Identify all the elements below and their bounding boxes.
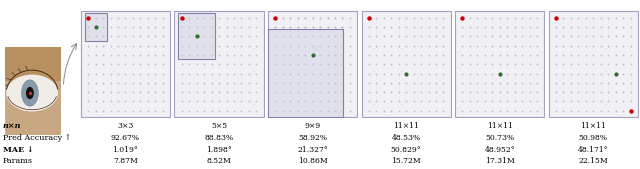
Text: 48.53%: 48.53%: [392, 134, 420, 142]
Ellipse shape: [22, 80, 38, 106]
FancyBboxPatch shape: [5, 47, 61, 81]
Text: 3×3: 3×3: [117, 122, 134, 130]
Text: 15.72M: 15.72M: [391, 157, 421, 165]
Text: 21.327°: 21.327°: [297, 146, 328, 154]
Text: 48.952°: 48.952°: [484, 146, 515, 154]
Bar: [268, 29, 342, 117]
Text: 58.92%: 58.92%: [298, 134, 327, 142]
Text: 11×11: 11×11: [393, 122, 419, 130]
Text: 50.829°: 50.829°: [391, 146, 422, 154]
Text: 88.83%: 88.83%: [204, 134, 234, 142]
Text: 48.171°: 48.171°: [578, 146, 609, 154]
Text: 50.73%: 50.73%: [485, 134, 515, 142]
Text: 50.98%: 50.98%: [579, 134, 608, 142]
Text: 5×5: 5×5: [211, 122, 227, 130]
Text: 1.019°: 1.019°: [113, 146, 138, 154]
Ellipse shape: [6, 75, 58, 112]
Text: Pred Accuracy ↑: Pred Accuracy ↑: [3, 134, 71, 142]
Text: 8.52M: 8.52M: [207, 157, 232, 165]
Text: 22.15M: 22.15M: [579, 157, 608, 165]
Text: 11×11: 11×11: [580, 122, 606, 130]
Text: 1.898°: 1.898°: [206, 146, 232, 154]
Text: Params: Params: [3, 157, 33, 165]
Text: 92.67%: 92.67%: [111, 134, 140, 142]
Bar: [178, 13, 215, 59]
Text: 11×11: 11×11: [487, 122, 513, 130]
Text: 17.31M: 17.31M: [485, 157, 515, 165]
Text: MAE ↓: MAE ↓: [3, 146, 33, 154]
Ellipse shape: [26, 87, 34, 99]
Text: n×n: n×n: [3, 122, 21, 130]
Text: 7.87M: 7.87M: [113, 157, 138, 165]
Text: 9×9: 9×9: [305, 122, 321, 130]
Text: 10.86M: 10.86M: [298, 157, 328, 165]
Bar: [84, 13, 107, 41]
